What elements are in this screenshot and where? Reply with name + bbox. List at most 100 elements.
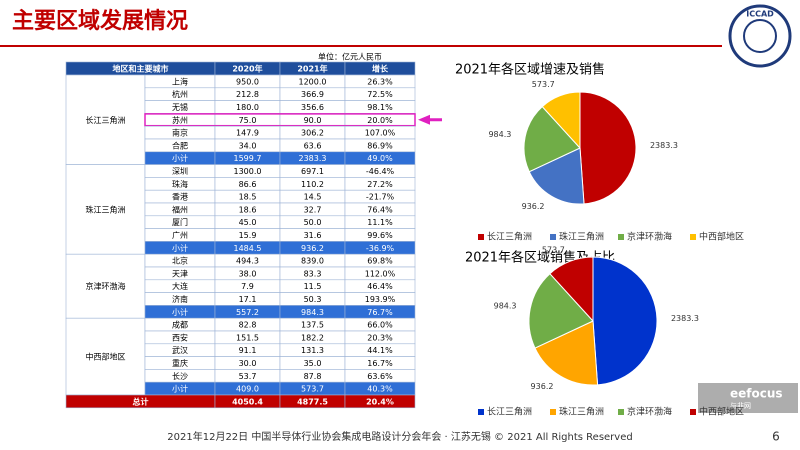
cell-text: 济南 — [172, 294, 188, 304]
cell-text: 总计 — [133, 396, 149, 406]
cell-text: 110.2 — [301, 180, 324, 189]
highlight-arrow — [418, 114, 442, 125]
cell-text: 4050.4 — [232, 397, 263, 406]
cell-text: 1484.5 — [234, 244, 262, 253]
cell-text: 1300.0 — [234, 167, 262, 176]
cell-text: 2383.3 — [299, 154, 327, 163]
cell-text: 苏州 — [172, 115, 188, 125]
cell-text: 91.1 — [239, 346, 257, 355]
cell-text: 44.1% — [367, 346, 393, 355]
cell-text: 27.2% — [367, 180, 393, 189]
cell-text: 87.8 — [304, 372, 322, 381]
cell-text: 增长 — [372, 64, 389, 74]
cell-text: 1599.7 — [234, 154, 262, 163]
cell-text: 131.3 — [301, 346, 324, 355]
cell-text: 839.0 — [301, 257, 324, 266]
cell-text: 北京 — [172, 256, 188, 266]
cell-text: 66.0% — [367, 321, 393, 330]
watermark-brand: eefocus — [730, 387, 783, 401]
cell-text: 11.5 — [304, 282, 322, 291]
legend-label: 珠江三角洲 — [559, 231, 604, 243]
cell-text: 76.4% — [367, 205, 393, 214]
legend-swatch — [478, 234, 484, 240]
cell-text: 147.9 — [236, 129, 259, 138]
cell-text: 15.9 — [239, 231, 257, 240]
cell-text: 20.4% — [366, 397, 394, 406]
legend-swatch — [478, 409, 484, 415]
legend-label: 京津环渤海 — [627, 231, 672, 243]
pie-slice — [528, 272, 594, 349]
cell-text: 193.9% — [365, 295, 396, 304]
cell-text: 99.6% — [367, 231, 393, 240]
cell-text: 18.5 — [239, 193, 257, 202]
cell-text: 长沙 — [172, 371, 188, 381]
data-label: 984.3 — [488, 130, 511, 139]
cell-text: 46.4% — [367, 282, 393, 291]
table-cell — [65, 164, 146, 255]
cell-text: 17.1 — [239, 295, 257, 304]
cell-text: 1200.0 — [299, 77, 327, 86]
cell-text: 30.0 — [239, 359, 257, 368]
cell-text: 天津 — [172, 268, 188, 278]
cell-text: 小计 — [172, 153, 188, 163]
data-label: 936.2 — [531, 382, 554, 391]
chart-title: 2021年各区域增速及销售 — [455, 62, 605, 78]
legend-swatch — [550, 234, 556, 240]
data-label: 936.2 — [522, 202, 545, 211]
logo-text: ICCAD — [746, 10, 774, 19]
legend-label: 长江三角洲 — [487, 231, 532, 243]
cell-text: 20.3% — [367, 333, 393, 342]
cell-text: 366.9 — [301, 90, 324, 99]
cell-text: 180.0 — [236, 103, 259, 112]
data-label: 2383.3 — [650, 141, 678, 150]
cell-text: 26.3% — [367, 77, 393, 86]
cell-text: 珠海 — [172, 179, 188, 189]
cell-text: 306.2 — [301, 129, 324, 138]
cell-text: 广州 — [172, 230, 188, 240]
cell-text: 杭州 — [172, 89, 188, 99]
cell-text: 14.5 — [304, 193, 322, 202]
cell-text: 20.0% — [367, 116, 393, 125]
cell-text: 83.3 — [304, 269, 322, 278]
cell-text: 无锡 — [172, 103, 188, 112]
legend-label: 京津环渤海 — [627, 406, 672, 418]
pie-slice — [579, 91, 637, 205]
cell-text: 京津环渤海 — [86, 281, 126, 291]
cell-text: 557.2 — [236, 308, 259, 317]
cell-text: 107.0% — [365, 129, 396, 138]
cell-text: 63.6 — [304, 141, 322, 150]
cell-text: -21.7% — [366, 193, 395, 202]
table-cell — [65, 74, 146, 165]
logo — [728, 4, 792, 68]
pie-slice — [541, 91, 581, 150]
cell-text: 49.0% — [367, 154, 393, 163]
logo-ring — [743, 19, 777, 53]
cell-text: 34.0 — [239, 141, 257, 150]
cell-text: 小计 — [172, 243, 188, 253]
cell-text: 小计 — [172, 384, 188, 394]
cell-text: 深圳 — [172, 166, 188, 176]
cell-text: 16.7% — [367, 359, 393, 368]
cell-text: 573.7 — [301, 385, 324, 394]
cell-text: 112.0% — [365, 269, 396, 278]
legend-label: 珠江三角洲 — [559, 406, 604, 418]
footer: 2021年12月22日 中国半导体行业协会集成电路设计分会年会 · 江苏无锡 ©… — [167, 430, 632, 443]
cell-text: 137.5 — [301, 321, 324, 330]
cell-text: -36.9% — [366, 244, 395, 253]
cell-text: 75.0 — [239, 116, 257, 125]
cell-text: 大连 — [172, 281, 188, 291]
legend-swatch — [550, 409, 556, 415]
cell-text: 98.1% — [367, 103, 393, 112]
cell-text: 53.7 — [239, 372, 257, 381]
cell-text: 4877.5 — [297, 397, 328, 406]
data-label: 984.3 — [494, 302, 517, 311]
pie-slice — [534, 320, 599, 386]
cell-text: 地区和主要城市 — [113, 64, 169, 74]
cell-text: 151.5 — [236, 333, 259, 342]
cell-text: 2020年 — [232, 64, 262, 74]
cell-text: 50.3 — [304, 295, 322, 304]
cell-text: 45.0 — [239, 218, 257, 227]
highlight-box — [144, 113, 416, 127]
cell-text: 90.0 — [304, 116, 322, 125]
table-cell — [65, 317, 146, 396]
